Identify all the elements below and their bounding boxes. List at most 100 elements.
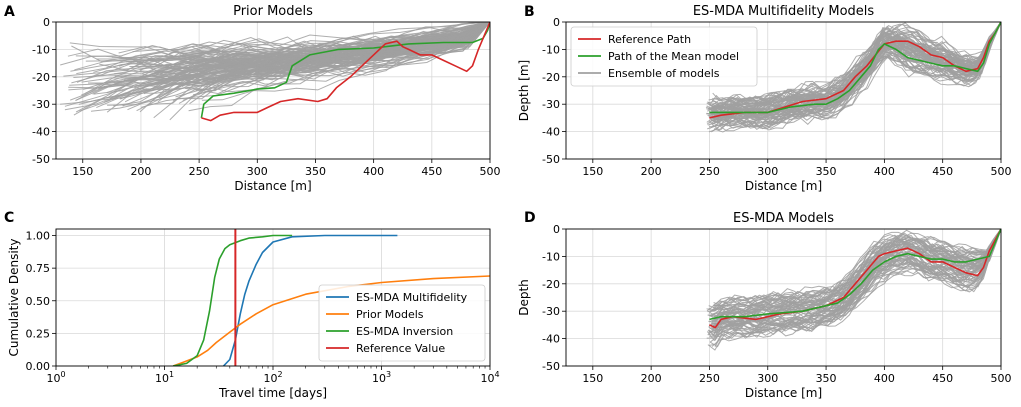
legend-label: ES-MDA Inversion — [356, 325, 453, 338]
ensemble-lines — [60, 22, 490, 121]
panel-label: C — [4, 210, 14, 226]
y-tick-label: -20 — [542, 278, 560, 291]
y-tick-label: -40 — [32, 126, 50, 139]
ensemble-line — [157, 22, 490, 103]
x-axis-label: Distance [m] — [234, 179, 311, 193]
y-tick-label: 0.00 — [26, 360, 51, 373]
chart-title: ES-MDA Multifidelity Models — [693, 4, 875, 19]
ensemble-line — [129, 22, 490, 67]
y-tick-label: 0.50 — [26, 295, 51, 308]
panel-d: 150 200 250 300 350 400 450 500 0 -10 -20 -30 -40 -50… — [517, 210, 1012, 400]
series-es-mda-inversion — [172, 234, 293, 366]
y-tick-label: -30 — [542, 305, 560, 318]
y-tick-label: 0.75 — [26, 262, 51, 275]
x-tick-label: 300 — [757, 165, 778, 178]
x-tick-label: 104 — [480, 370, 499, 385]
x-tick-label: 200 — [641, 165, 662, 178]
legend-label: Prior Models — [356, 308, 424, 321]
ensemble-line — [714, 229, 1001, 318]
x-tick-label: 500 — [480, 165, 501, 178]
legend-label: ES-MDA Multifidelity — [356, 291, 468, 304]
y-axis-label: Cumulative Density — [7, 239, 21, 357]
series-reference-path — [709, 22, 1001, 119]
y-tick-label: -20 — [542, 71, 560, 84]
x-axis-label: Distance [m] — [745, 179, 822, 193]
ensemble-line — [707, 229, 1001, 351]
ensemble-line — [174, 22, 490, 76]
y-tick-label: -50 — [542, 360, 560, 373]
plot-area — [60, 22, 490, 122]
y-tick-label: -50 — [32, 153, 50, 166]
legend: ES-MDA Multifidelity Prior Models ES-MDA I… — [318, 284, 486, 362]
chart-title: Prior Models — [233, 4, 313, 19]
series-reference-path — [201, 22, 490, 122]
legend-label: Path of the Mean model — [608, 50, 739, 63]
plot-area — [172, 229, 490, 366]
panel-label: B — [524, 4, 535, 20]
axes-frame — [55, 21, 491, 160]
x-tick-label: 250 — [189, 165, 210, 178]
y-tick-label: 0 — [553, 223, 560, 236]
ensemble-line — [93, 22, 490, 95]
series-path-of-the-mean-model — [709, 229, 1001, 321]
x-tick-label: 400 — [874, 372, 895, 385]
ensemble-lines — [705, 22, 1001, 133]
x-tick-label: 350 — [816, 165, 837, 178]
y-tick-label: -40 — [542, 126, 560, 139]
axes-frame — [565, 228, 1002, 367]
x-tick-label: 300 — [247, 165, 268, 178]
ensemble-line — [708, 229, 1001, 314]
ensemble-line — [127, 22, 490, 111]
panel-label: D — [524, 210, 536, 226]
y-tick-label: -50 — [542, 153, 560, 166]
y-axis-label: Depth [m] — [517, 60, 531, 121]
series-path-of-the-mean-model — [200, 22, 490, 119]
y-tick-label: -10 — [32, 43, 50, 56]
x-tick-label: 200 — [130, 165, 151, 178]
x-tick-label: 350 — [305, 165, 326, 178]
x-tick-label: 250 — [699, 372, 720, 385]
ensemble-line — [712, 229, 1001, 330]
panel-c: 100 101 102 103 104 0.00 0.25 0.50 0.75 1.00 Trave… — [4, 210, 500, 400]
x-tick-label: 150 — [582, 165, 603, 178]
ensemble-line — [64, 22, 490, 107]
series-path-of-the-mean-model — [709, 22, 1001, 114]
ensemble-line — [714, 229, 1001, 348]
legend-label: Ensemble of models — [608, 67, 720, 80]
x-tick-label: 100 — [46, 370, 65, 385]
legend: Reference Path Path of the Mean model Ense… — [570, 26, 758, 87]
y-tick-label: -40 — [542, 333, 560, 346]
legend-label: Reference Value — [356, 342, 445, 355]
x-tick-label: 450 — [932, 165, 953, 178]
ensemble-line — [709, 22, 1001, 109]
x-tick-label: 350 — [816, 372, 837, 385]
ensemble-line — [710, 229, 1001, 348]
y-tick-label: -30 — [542, 98, 560, 111]
ensemble-lines — [706, 229, 1001, 351]
x-tick-label: 101 — [155, 370, 174, 385]
ensemble-line — [188, 22, 490, 112]
x-tick-label: 250 — [699, 165, 720, 178]
legend-label: Reference Path — [608, 33, 691, 46]
ensemble-line — [81, 22, 490, 83]
ensemble-line — [710, 22, 1001, 110]
x-tick-label: 200 — [641, 372, 662, 385]
x-tick-label: 400 — [874, 165, 895, 178]
panel-a: 150 200 250 300 350 400 450 500 0 -10 -20 -30 -40 -50… — [4, 4, 501, 193]
panel-b: 150 200 250 300 350 400 450 500 0 -10 -20 -30 -40 -50… — [517, 4, 1012, 193]
x-tick-label: 500 — [991, 165, 1012, 178]
y-tick-label: -30 — [32, 98, 50, 111]
x-tick-label: 150 — [72, 165, 93, 178]
ensemble-line — [712, 22, 1001, 131]
x-axis-label: Travel time [days] — [218, 386, 327, 400]
y-tick-label: 0 — [43, 16, 50, 29]
ensemble-line — [714, 22, 1001, 130]
axes-frame — [55, 228, 491, 367]
y-tick-label: -10 — [542, 250, 560, 263]
ensemble-line — [712, 22, 1001, 115]
x-tick-label: 400 — [363, 165, 384, 178]
y-tick-label: -10 — [542, 43, 560, 56]
ensemble-line — [712, 229, 1001, 309]
series-reference-path — [709, 229, 1001, 329]
